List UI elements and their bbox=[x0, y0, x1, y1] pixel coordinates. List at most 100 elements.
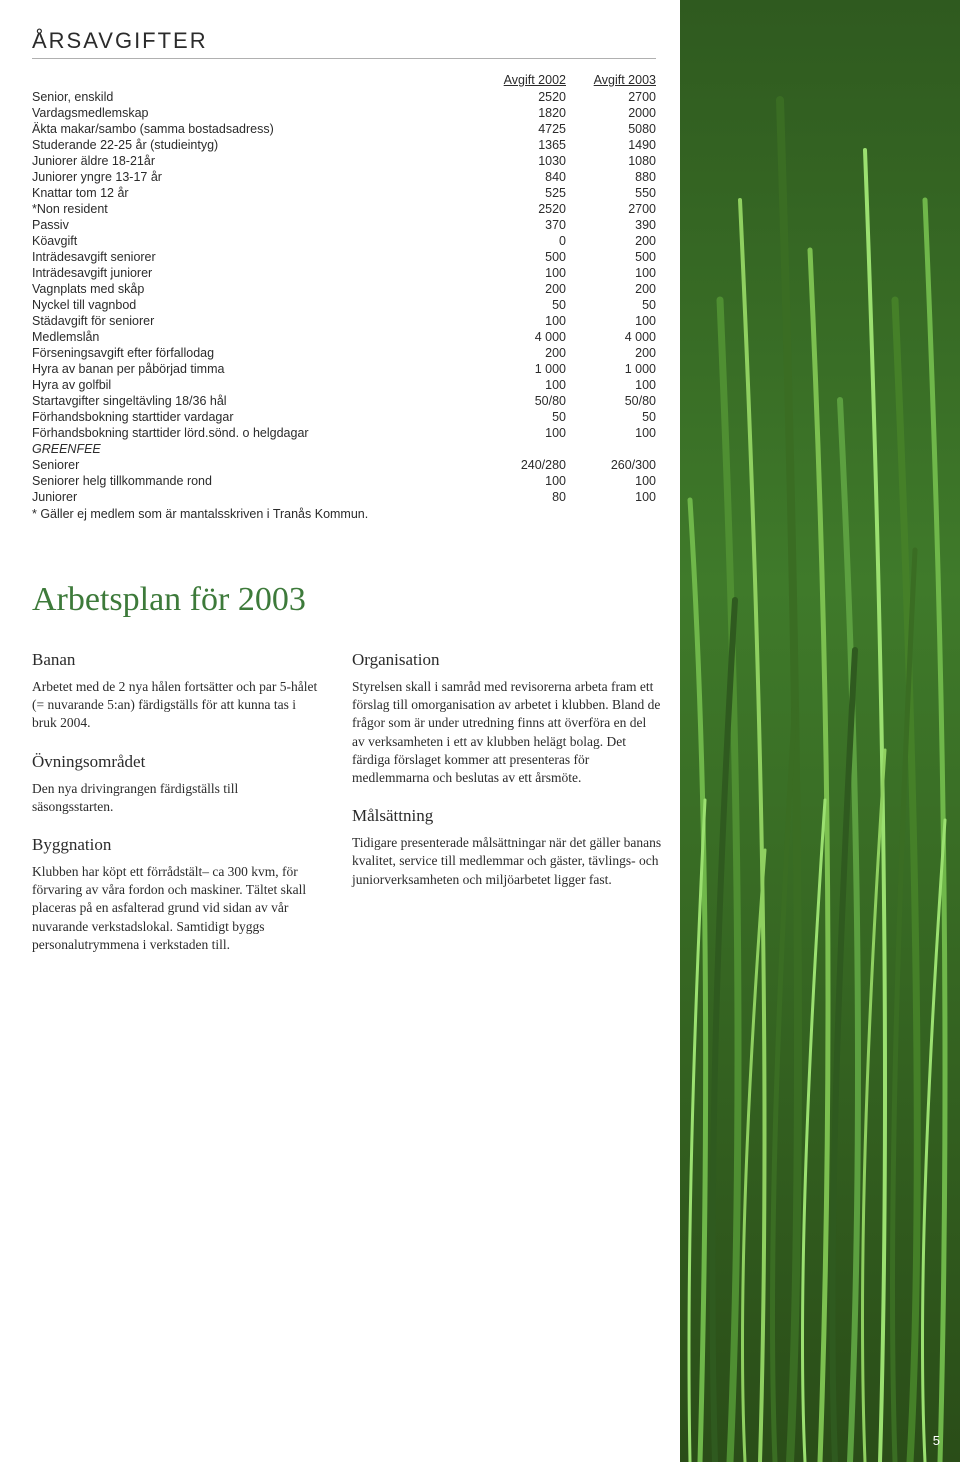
plan-body: Den nya drivingrangen färdigställs till … bbox=[32, 780, 322, 816]
cell: Medlemslån bbox=[32, 329, 476, 345]
table-row: Förhandsbokning starttider vardagar5050 bbox=[32, 409, 656, 425]
cell: Köavgift bbox=[32, 233, 476, 249]
cell: Äkta makar/sambo (samma bostadsadress) bbox=[32, 121, 476, 137]
cell: 200 bbox=[566, 345, 656, 361]
plan-heading: Målsättning bbox=[352, 805, 662, 828]
table-row: Seniorer helg tillkommande rond100100 bbox=[32, 473, 656, 489]
plan-block: Övningsområdet Den nya drivingrangen färd… bbox=[32, 751, 322, 816]
table-row: Juniorer yngre 13-17 år840880 bbox=[32, 169, 656, 185]
cell: 2700 bbox=[566, 201, 656, 217]
table-row: Nyckel till vagnbod5050 bbox=[32, 297, 656, 313]
cell: 500 bbox=[566, 249, 656, 265]
fees-table: Avgift 2002 Avgift 2003 Senior, enskild2… bbox=[32, 73, 656, 505]
table-row: Knattar tom 12 år525550 bbox=[32, 185, 656, 201]
cell: 4725 bbox=[476, 121, 566, 137]
plan-heading: Byggnation bbox=[32, 834, 322, 857]
plan-body: Klubben har köpt ett förrådstält– ca 300… bbox=[32, 863, 322, 954]
cell: Seniorer bbox=[32, 457, 476, 473]
table-row: Startavgifter singeltävling 18/36 hål50/… bbox=[32, 393, 656, 409]
cell: 2700 bbox=[566, 89, 656, 105]
plan-block: Byggnation Klubben har köpt ett förrådstä… bbox=[32, 834, 322, 954]
table-row: Förseningsavgift efter förfallodag200200 bbox=[32, 345, 656, 361]
grass-photo: 5 bbox=[680, 0, 960, 1462]
cell: 100 bbox=[566, 265, 656, 281]
cell: Vagnplats med skåp bbox=[32, 281, 476, 297]
cell: Startavgifter singeltävling 18/36 hål bbox=[32, 393, 476, 409]
cell: 2000 bbox=[566, 105, 656, 121]
cell: 100 bbox=[476, 425, 566, 441]
cell: 50 bbox=[566, 409, 656, 425]
page-number: 5 bbox=[933, 1433, 940, 1448]
cell: 100 bbox=[566, 313, 656, 329]
cell: 100 bbox=[566, 489, 656, 505]
table-row: Köavgift0200 bbox=[32, 233, 656, 249]
table-row: Vagnplats med skåp200200 bbox=[32, 281, 656, 297]
table-row: Städavgift för seniorer100100 bbox=[32, 313, 656, 329]
table-row: Juniorer80100 bbox=[32, 489, 656, 505]
cell: Förhandsbokning starttider lörd.sönd. o … bbox=[32, 425, 476, 441]
cell: 100 bbox=[476, 265, 566, 281]
cell: 50/80 bbox=[476, 393, 566, 409]
cell: 100 bbox=[476, 473, 566, 489]
cell: Vardagsmedlemskap bbox=[32, 105, 476, 121]
cell: 550 bbox=[566, 185, 656, 201]
cell: Passiv bbox=[32, 217, 476, 233]
cell: 1 000 bbox=[566, 361, 656, 377]
cell: Inträdesavgift juniorer bbox=[32, 265, 476, 281]
table-row: Seniorer240/280260/300 bbox=[32, 457, 656, 473]
cell: 2520 bbox=[476, 201, 566, 217]
section-title: ÅRSAVGIFTER bbox=[32, 28, 656, 59]
cell: 100 bbox=[566, 425, 656, 441]
plan-block: Målsättning Tidigare presenterade målsätt… bbox=[352, 805, 662, 889]
cell: 1 000 bbox=[476, 361, 566, 377]
cell: 200 bbox=[476, 281, 566, 297]
cell: Seniorer helg tillkommande rond bbox=[32, 473, 476, 489]
plan-body: Arbetet med de 2 nya hålen fortsätter oc… bbox=[32, 678, 322, 733]
col-label bbox=[32, 73, 476, 89]
col-2003: Avgift 2003 bbox=[566, 73, 656, 89]
table-row: Vardagsmedlemskap18202000 bbox=[32, 105, 656, 121]
table-row: Passiv370390 bbox=[32, 217, 656, 233]
cell: 200 bbox=[566, 233, 656, 249]
cell: Förseningsavgift efter förfallodag bbox=[32, 345, 476, 361]
plan-heading: Organisation bbox=[352, 649, 662, 672]
table-row: Förhandsbokning starttider lörd.sönd. o … bbox=[32, 425, 656, 441]
cell: Juniorer äldre 18-21år bbox=[32, 153, 476, 169]
plan-body: Tidigare presenterade målsättningar när … bbox=[352, 834, 662, 889]
cell: Förhandsbokning starttider vardagar bbox=[32, 409, 476, 425]
cell: 200 bbox=[566, 281, 656, 297]
cell: 500 bbox=[476, 249, 566, 265]
cell: 50 bbox=[476, 297, 566, 313]
table-row: Hyra av golfbil100100 bbox=[32, 377, 656, 393]
plan-block: Organisation Styrelsen skall i samråd med… bbox=[352, 649, 662, 787]
table-row: Inträdesavgift seniorer500500 bbox=[32, 249, 656, 265]
cell: *Non resident bbox=[32, 201, 476, 217]
table-row: Hyra av banan per påbörjad timma1 0001 0… bbox=[32, 361, 656, 377]
cell: 390 bbox=[566, 217, 656, 233]
plan-block: BananArbetet med de 2 nya hålen fortsätt… bbox=[32, 649, 322, 733]
cell: 1030 bbox=[476, 153, 566, 169]
fees-footnote: * Gäller ej medlem som är mantalsskriven… bbox=[32, 507, 656, 521]
cell: 1820 bbox=[476, 105, 566, 121]
cell: 100 bbox=[476, 377, 566, 393]
cell: Hyra av banan per påbörjad timma bbox=[32, 361, 476, 377]
cell: 4 000 bbox=[476, 329, 566, 345]
cell: 50 bbox=[476, 409, 566, 425]
cell: 260/300 bbox=[566, 457, 656, 473]
cell: 0 bbox=[476, 233, 566, 249]
cell: Inträdesavgift seniorer bbox=[32, 249, 476, 265]
cell: 880 bbox=[566, 169, 656, 185]
cell: 100 bbox=[566, 377, 656, 393]
cell: Hyra av golfbil bbox=[32, 377, 476, 393]
cell: 370 bbox=[476, 217, 566, 233]
plan-grid: BananArbetet med de 2 nya hålen fortsätt… bbox=[32, 649, 656, 972]
table-row: Studerande 22-25 år (studieintyg)1365149… bbox=[32, 137, 656, 153]
col-2002: Avgift 2002 bbox=[476, 73, 566, 89]
table-row: Äkta makar/sambo (samma bostadsadress)47… bbox=[32, 121, 656, 137]
cell: 50/80 bbox=[566, 393, 656, 409]
cell: 240/280 bbox=[476, 457, 566, 473]
plan-heading: Övningsområdet bbox=[32, 751, 322, 774]
plan-left-col: BananArbetet med de 2 nya hålen fortsätt… bbox=[32, 649, 322, 972]
plan-body: Styrelsen skall i samråd med revisorerna… bbox=[352, 678, 662, 787]
fees-header-row: Avgift 2002 Avgift 2003 bbox=[32, 73, 656, 89]
